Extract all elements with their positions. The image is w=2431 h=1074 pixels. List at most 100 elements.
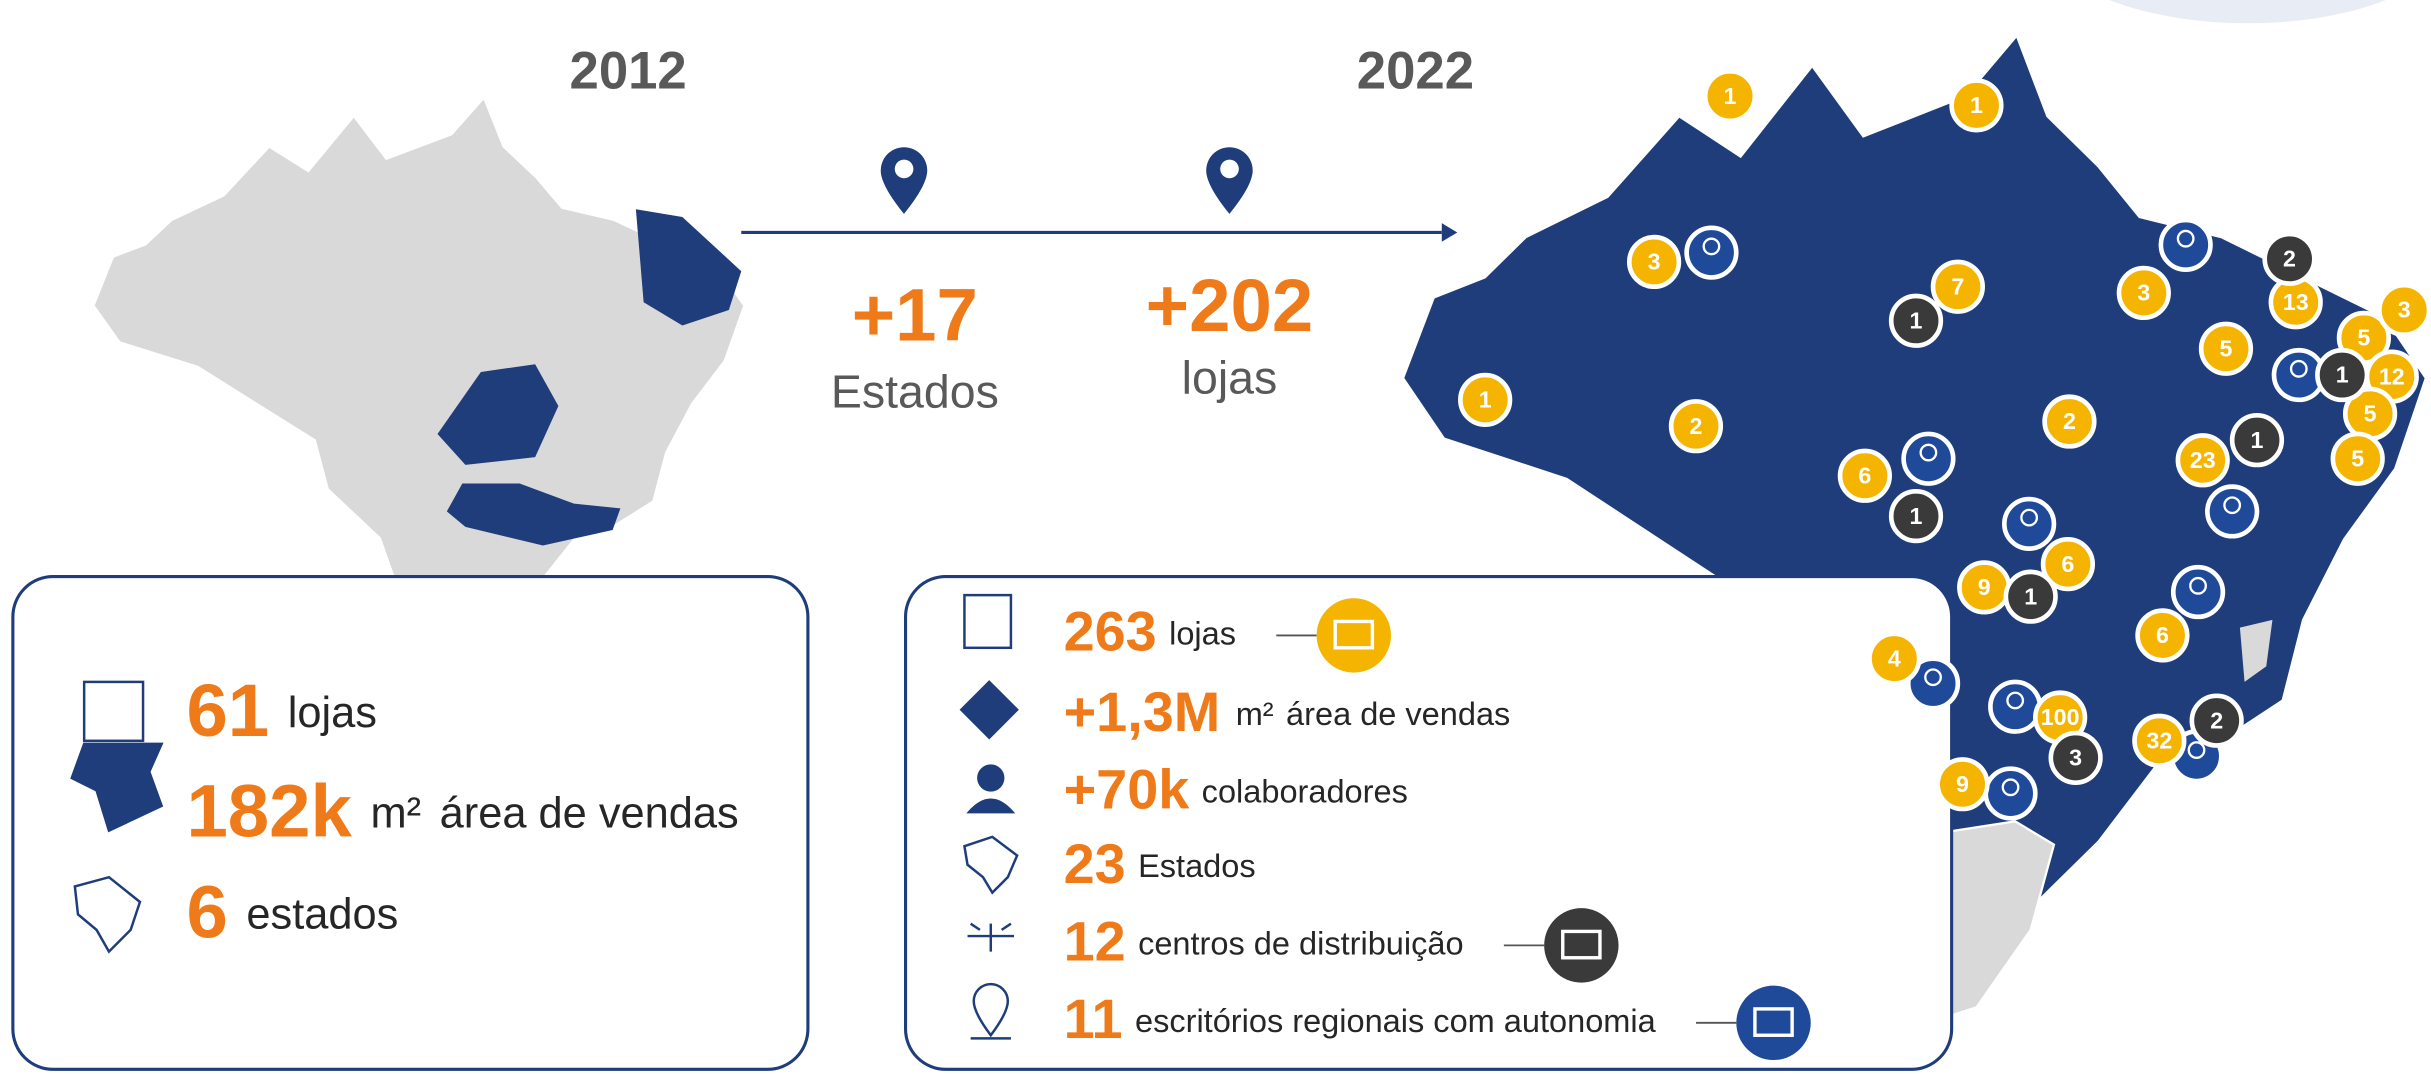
marker-label: 1: [2250, 427, 2263, 453]
office-marker: [1684, 225, 1739, 280]
stat: 182k m² área de vendas: [186, 769, 738, 852]
stat-value: 61: [186, 669, 269, 752]
store-marker: [1702, 68, 1758, 124]
office-icon: [2187, 741, 2206, 760]
office-icon: [1919, 443, 1938, 462]
person-icon: [977, 764, 1005, 792]
office-icon: [2223, 496, 2242, 515]
marker-label: 9: [1978, 574, 1991, 600]
marker-label: 7: [1951, 273, 1964, 299]
pin-icon: [1206, 147, 1253, 214]
store-marker: [2116, 265, 2171, 321]
map-icon: [73, 875, 142, 954]
office-marker: [2205, 484, 2260, 539]
office-icon: [1702, 237, 1721, 256]
marker-label: 2: [2063, 408, 2076, 434]
store-marker: [1837, 448, 1892, 503]
marker-label: 100: [2041, 704, 2080, 730]
marker-label: 1: [1479, 387, 1492, 413]
year-before: 2012: [570, 41, 687, 100]
badge-icon: [1561, 929, 1602, 960]
marker-label: 5: [2219, 335, 2232, 361]
marker-label: 2: [2283, 246, 2296, 272]
marker-label: 5: [2357, 325, 2370, 351]
office-icon: [2176, 229, 2195, 248]
office-marker: [1901, 431, 1956, 486]
stat-label: área de vendas: [440, 790, 739, 838]
store-marker: [1626, 234, 1682, 290]
marker-label: 6: [2061, 551, 2074, 577]
stat-value: 12: [1064, 909, 1126, 972]
office-icon: [2289, 359, 2308, 378]
stat: 6 estados: [186, 870, 398, 953]
stat: 263 lojas: [1064, 599, 1236, 662]
map-icon: [963, 835, 1019, 895]
marker-label: 23: [2190, 447, 2216, 473]
stat: 61 lojas: [186, 669, 377, 752]
stat-value: +1,3M: [1064, 680, 1221, 743]
marker-label: 3: [2398, 297, 2411, 323]
stat-label: escritórios regionais com autonomia: [1135, 1002, 1657, 1038]
office-marker: [2158, 217, 2213, 272]
growth-value: +17: [852, 273, 978, 356]
office-icon: [2020, 508, 2039, 527]
marker-label: 5: [2364, 400, 2377, 426]
badge: [1736, 985, 1811, 1061]
stat-label: Estados: [1138, 847, 1256, 883]
stat-value: 23: [1064, 832, 1126, 895]
store-marker: [1458, 372, 1513, 427]
store-marker: [1930, 259, 1985, 314]
growth-label: Estados: [831, 365, 999, 417]
person-icon: [966, 798, 1016, 814]
office-marker: [1905, 656, 1961, 711]
store-marker: [2315, 347, 2370, 403]
stat-label: centros de distribuição: [1138, 925, 1464, 961]
marker-label: 6: [1858, 462, 1871, 488]
badge: [1544, 908, 1619, 983]
store-marker: [2377, 282, 2431, 338]
marker-label: 3: [1648, 249, 1661, 275]
after-panel: [903, 574, 1954, 1071]
store-marker: [2198, 321, 2254, 376]
store-icon: [963, 593, 1013, 650]
office-icon: [1924, 668, 1942, 687]
marker-label: 1: [2024, 583, 2037, 609]
pin-icon: [880, 147, 928, 214]
marker-label: 1: [1724, 83, 1737, 109]
office-icon: [2189, 576, 2207, 595]
area-icon: [70, 742, 164, 833]
marker-label: 3: [2069, 745, 2082, 771]
stat-value: 263: [1064, 599, 1157, 662]
stat-label: área de vendas: [1286, 696, 1510, 732]
stat-unit: m²: [1236, 696, 1274, 732]
store-marker: [1888, 293, 1944, 348]
stat-value: +70k: [1064, 757, 1191, 820]
store-marker: [2330, 431, 2385, 486]
stat-value: 182k: [186, 769, 352, 852]
stat-label: colaboradores: [1202, 773, 1408, 809]
badge-icon: [1753, 1007, 1794, 1037]
marker-label: 2: [1689, 413, 1702, 439]
marker-label: 1: [1970, 92, 1983, 118]
marker-label: 1: [2336, 362, 2349, 388]
stat-unit: m²: [371, 790, 422, 838]
state-highlight: [437, 364, 559, 465]
marker-label: 6: [2156, 622, 2169, 648]
stat: 23 Estados: [1064, 832, 1256, 895]
state-highlight: [446, 483, 621, 546]
stat: 12 centros de distribuição: [1064, 909, 1464, 972]
marker-label: 2: [2210, 707, 2223, 733]
marker-label: 1: [1910, 503, 1923, 529]
office-icon: [2006, 691, 2025, 710]
store-marker: [1888, 488, 1944, 544]
store-marker: [2040, 537, 2096, 592]
state-gray: [2239, 619, 2273, 682]
office-marker: [1983, 766, 2038, 821]
icons: [70, 593, 1019, 1040]
store-marker: [2229, 413, 2285, 468]
marker-label: 32: [2146, 727, 2172, 753]
year-after: 2022: [1357, 41, 1474, 100]
store-marker: [2175, 433, 2230, 488]
marker-label: 12: [2379, 363, 2405, 389]
store-marker: [2003, 569, 2058, 624]
